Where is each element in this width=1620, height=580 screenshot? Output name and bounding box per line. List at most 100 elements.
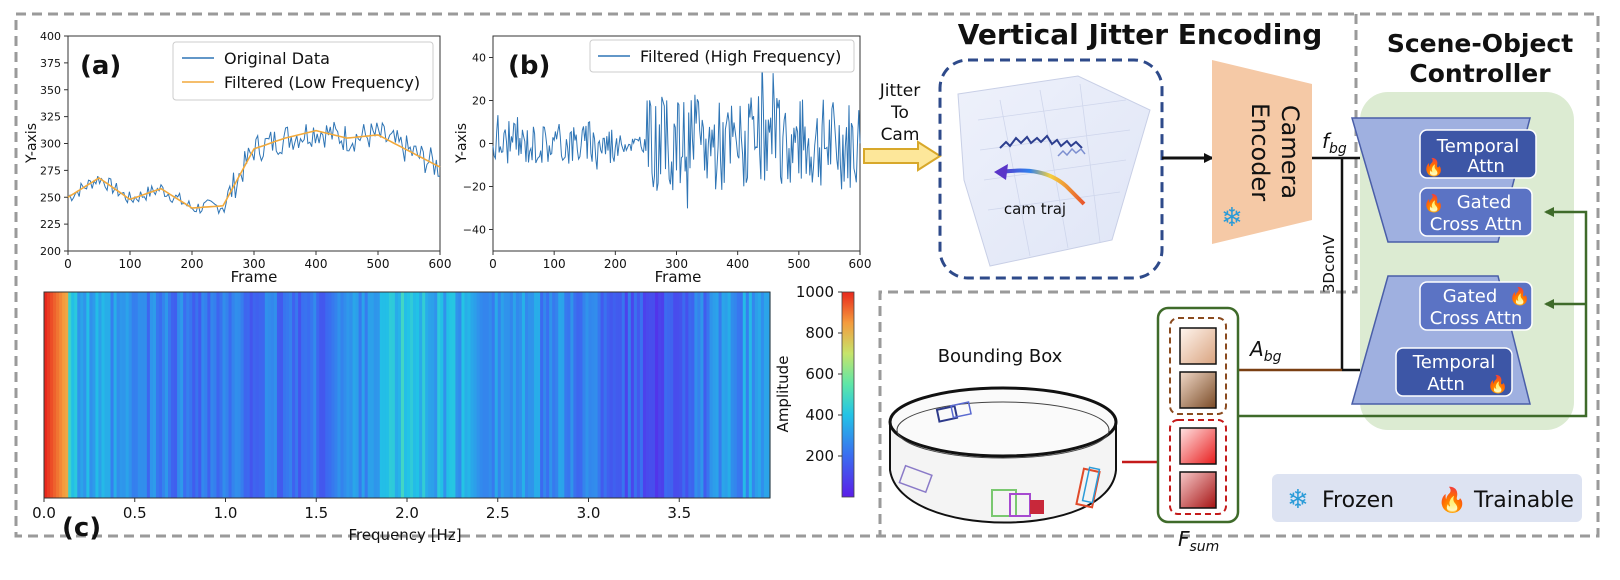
x-tick-label: 0 <box>64 257 72 271</box>
bottom-temporal-attn-label-1: Temporal <box>1412 352 1495 373</box>
heatmap-bin <box>379 292 384 498</box>
heatmap-bin <box>171 292 175 498</box>
heatmap-bin <box>546 292 550 498</box>
y-tick-label: −40 <box>463 224 486 237</box>
heatmap-bin <box>718 292 723 498</box>
heatmap-bin <box>630 292 635 498</box>
heatmap-bin <box>116 292 121 498</box>
heatmap-bin <box>95 292 100 498</box>
heatmap-bin <box>180 292 184 498</box>
heatmap-bin <box>270 292 275 498</box>
bottom-temporal-attn <box>1395 347 1513 397</box>
heatmap-bin <box>724 292 729 498</box>
heatmap-bin <box>89 292 94 498</box>
heatmap-bin <box>237 292 242 498</box>
heatmap-bin <box>361 292 366 498</box>
heatmap-bin <box>174 292 178 498</box>
heatmap-bin <box>715 292 720 498</box>
heatmap-bin <box>264 292 269 498</box>
original-data-line <box>67 121 440 215</box>
heatmap-bin <box>733 292 738 498</box>
heatmap-bin <box>682 292 686 498</box>
heatmap-bin <box>53 292 57 498</box>
heatmap-bin <box>549 292 553 498</box>
heatmap-bin <box>694 292 698 498</box>
panel-c: 0.0 0.5 1.0 1.5 2.0 2.5 3.0 3.5 Frequency [Hz] … <box>32 283 855 544</box>
panel-c-xticks: 0.0 0.5 1.0 1.5 2.0 2.5 3.0 3.5 <box>32 498 691 522</box>
vje-title: Vertical Jitter Encoding <box>958 18 1323 51</box>
heatmap-bin <box>355 292 360 498</box>
frozen-trainable-legend: ❄ Frozen 🔥 Trainable <box>1272 474 1582 522</box>
colorbar-tick-label: 1000 <box>796 283 834 301</box>
x-tick-label: 200 <box>181 257 204 271</box>
cam-trajectory-plot: cam traj <box>957 75 1151 267</box>
heatmap-bin <box>757 292 762 498</box>
heatmap-bin <box>670 292 674 498</box>
heatmap-bin <box>570 292 574 498</box>
heatmap-bin <box>80 292 84 498</box>
heatmap-bin <box>373 292 378 498</box>
heatmap-bin <box>751 292 756 498</box>
green-feedback-line <box>1236 207 1588 418</box>
heatmap-bin <box>228 292 233 498</box>
x-tick-label: 1.0 <box>214 504 238 522</box>
heatmap-bin <box>491 292 496 498</box>
heatmap-bin <box>261 292 266 498</box>
bbox-marker-6 <box>1030 500 1044 514</box>
fire-icon: 🔥 <box>1423 193 1444 214</box>
heatmap-bin <box>143 292 148 498</box>
outer-frame <box>14 12 1600 538</box>
fire-icon: 🔥 <box>1487 374 1508 395</box>
heatmap-bin <box>267 292 272 498</box>
x-tick-label: 300 <box>243 257 266 271</box>
heatmap-bin <box>582 292 587 498</box>
top-temporal-attn-label-2: Attn <box>1467 156 1505 177</box>
jitter-label-1: Jitter <box>879 81 921 101</box>
x-tick-label: 600 <box>429 257 452 271</box>
colorbar <box>841 291 855 498</box>
x-tick-label: 1.5 <box>304 504 328 522</box>
heatmap-bin <box>410 292 414 498</box>
heatmap-bin <box>86 292 90 498</box>
snowflake-icon: ❄ <box>1287 485 1309 515</box>
heatmap-bin <box>110 292 115 498</box>
heatmap-bin <box>249 292 254 498</box>
heatmap-bin <box>146 292 151 498</box>
heatmap-bin <box>183 292 187 498</box>
heatmap-bin <box>397 292 402 498</box>
heatmap-bin <box>325 292 329 498</box>
heatmap-bin <box>700 292 705 498</box>
heatmap-bin <box>192 292 196 498</box>
heatmap-bin <box>679 292 683 498</box>
heatmap-bin <box>119 292 124 498</box>
heatmap-bin <box>576 292 581 498</box>
bottom-gated-cross-attn <box>1419 281 1533 331</box>
jitter-label-3: Cam <box>881 125 920 145</box>
heatmap-bin <box>703 292 708 498</box>
heatmap-bin <box>476 292 481 498</box>
f-sum-bottom-group <box>1169 419 1227 515</box>
y-tick-label: 20 <box>472 95 486 108</box>
jitter-label-2: To <box>890 103 909 123</box>
x-tick-label: 400 <box>726 257 749 271</box>
heatmap-bin <box>627 292 632 498</box>
heatmap-bin <box>107 292 112 498</box>
cylinder-top-rim <box>888 386 1118 458</box>
f-bg-label: fbg <box>1322 129 1347 157</box>
heatmap-bin <box>573 292 577 498</box>
heatmap-bin <box>636 292 641 498</box>
heatmap-bin <box>358 292 363 498</box>
bounding-box-cylinder <box>888 386 1118 524</box>
panel-a-label: (a) <box>80 51 121 81</box>
heatmap-bin <box>748 292 753 498</box>
heatmap-bin <box>754 292 759 498</box>
heatmap-bin <box>473 292 478 498</box>
heatmap-bin <box>461 292 466 498</box>
heatmap-bin <box>316 292 320 498</box>
heatmap-bin <box>213 292 218 498</box>
3d-axes-gridlines <box>977 83 1131 257</box>
heatmap-bin <box>518 292 523 498</box>
legend-frozen-label: Frozen <box>1322 488 1394 513</box>
heatmap-bin <box>624 292 629 498</box>
colorbar-tick-label: 800 <box>805 324 834 342</box>
